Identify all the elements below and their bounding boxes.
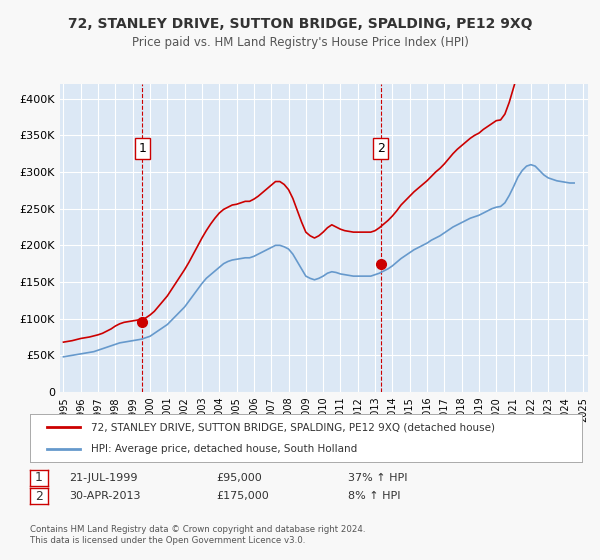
Text: £175,000: £175,000: [216, 491, 269, 501]
Text: 2: 2: [377, 142, 385, 155]
Text: 21-JUL-1999: 21-JUL-1999: [69, 473, 137, 483]
Text: 8% ↑ HPI: 8% ↑ HPI: [348, 491, 401, 501]
Text: HPI: Average price, detached house, South Holland: HPI: Average price, detached house, Sout…: [91, 444, 357, 454]
Text: £95,000: £95,000: [216, 473, 262, 483]
Text: 37% ↑ HPI: 37% ↑ HPI: [348, 473, 407, 483]
Text: Contains HM Land Registry data © Crown copyright and database right 2024.
This d: Contains HM Land Registry data © Crown c…: [30, 525, 365, 545]
Text: 1: 1: [138, 142, 146, 155]
Text: Price paid vs. HM Land Registry's House Price Index (HPI): Price paid vs. HM Land Registry's House …: [131, 36, 469, 49]
Text: 72, STANLEY DRIVE, SUTTON BRIDGE, SPALDING, PE12 9XQ: 72, STANLEY DRIVE, SUTTON BRIDGE, SPALDI…: [68, 17, 532, 31]
Text: 1: 1: [35, 471, 43, 484]
Text: 2: 2: [35, 489, 43, 503]
Text: 72, STANLEY DRIVE, SUTTON BRIDGE, SPALDING, PE12 9XQ (detached house): 72, STANLEY DRIVE, SUTTON BRIDGE, SPALDI…: [91, 422, 495, 432]
Text: 30-APR-2013: 30-APR-2013: [69, 491, 140, 501]
